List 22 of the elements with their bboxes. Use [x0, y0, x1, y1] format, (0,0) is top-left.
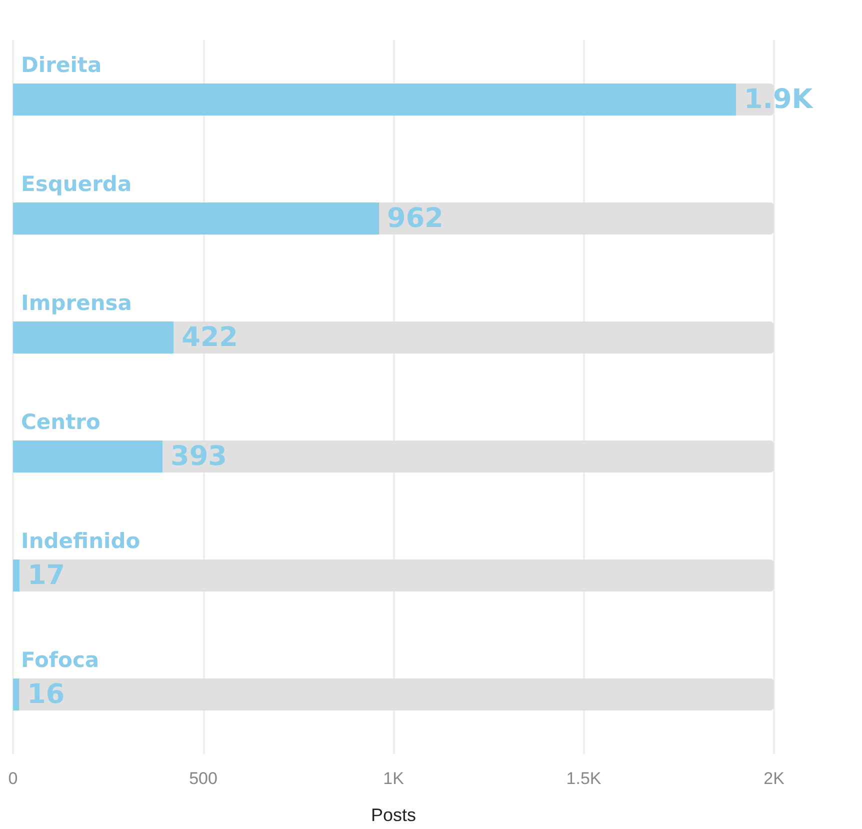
- x-tick-label: 1K: [383, 769, 405, 788]
- y-tick-label: Centro: [21, 410, 100, 434]
- data-label: 1.9K: [744, 84, 814, 115]
- data-label: 962: [387, 203, 444, 234]
- data-label: 422: [182, 322, 238, 353]
- data-label: 393: [170, 441, 227, 472]
- x-axis-title: Posts: [370, 805, 416, 825]
- data-label: 16: [27, 679, 65, 710]
- bar: [13, 678, 20, 710]
- x-tick-label: 500: [189, 769, 218, 788]
- x-tick-label: 1.5K: [566, 769, 602, 788]
- data-label: 17: [27, 560, 66, 591]
- y-tick-label: Esquerda: [21, 172, 132, 196]
- bar: [13, 440, 163, 472]
- y-tick-label: Indefinido: [21, 529, 140, 553]
- x-tick-label: 0: [8, 769, 18, 788]
- bar: [13, 322, 174, 354]
- y-tick-label: Imprensa: [21, 291, 132, 315]
- y-tick-label: Direita: [21, 53, 102, 77]
- y-tick-label: Fofoca: [21, 648, 100, 672]
- x-tick-label: 2K: [764, 769, 786, 788]
- bar: [13, 560, 20, 592]
